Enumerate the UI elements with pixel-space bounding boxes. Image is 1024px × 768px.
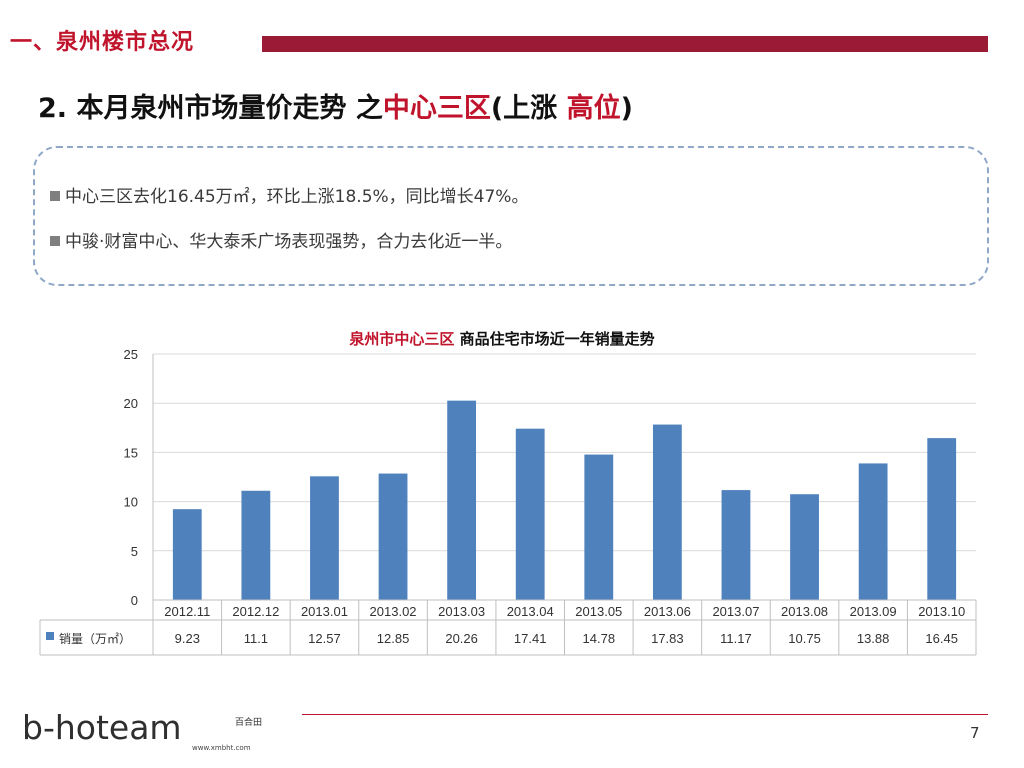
x-tick-label: 2013.01 — [301, 604, 348, 619]
x-tick-label: 2012.11 — [164, 604, 210, 619]
heading-prefix: 2. 本月泉州市场量价走势 之 — [38, 93, 383, 124]
bar — [378, 473, 408, 600]
logo-url: www.xmbht.com — [192, 744, 251, 752]
x-tick-label: 2013.09 — [850, 604, 897, 619]
bullet-square-icon — [50, 191, 60, 201]
bullet-text: 中心三区去化16.45万㎡，环比上涨18.5%，同比增长47%。 — [65, 187, 529, 207]
x-tick-label: 2012.12 — [232, 604, 279, 619]
heading-mid: (上涨 — [490, 93, 567, 124]
x-tick-label: 2013.02 — [370, 604, 417, 619]
legend-swatch — [46, 632, 54, 640]
bar — [241, 490, 271, 600]
data-label: 17.41 — [514, 631, 547, 646]
logo-chinese: 百合田 — [235, 716, 262, 728]
logo-text: b-hoteam — [22, 708, 182, 747]
data-label: 16.45 — [925, 631, 958, 646]
bullet-item: 中心三区去化16.45万㎡，环比上涨18.5%，同比增长47%。 — [50, 182, 528, 207]
heading-highlight-district: 中心三区 — [382, 93, 491, 124]
x-tick-label: 2013.04 — [507, 604, 554, 619]
data-label: 20.26 — [445, 631, 478, 646]
data-label: 17.83 — [651, 631, 684, 646]
data-label: 10.75 — [788, 631, 821, 646]
bullet-square-icon — [50, 236, 60, 246]
y-tick-label: 5 — [131, 544, 138, 559]
data-label: 11.1 — [244, 631, 268, 646]
bar — [515, 428, 545, 600]
bar — [584, 454, 614, 600]
bar — [172, 509, 202, 600]
data-label: 9.23 — [175, 631, 200, 646]
footer-divider — [302, 714, 988, 715]
data-label: 12.57 — [308, 631, 341, 646]
bar — [652, 424, 682, 600]
data-label: 14.78 — [583, 631, 616, 646]
x-tick-label: 2013.10 — [918, 604, 965, 619]
data-label: 13.88 — [857, 631, 890, 646]
y-tick-label: 10 — [124, 495, 138, 510]
slide-heading: 2. 本月泉州市场量价走势 之中心三区(上涨 高位) — [38, 86, 633, 125]
data-label: 11.17 — [720, 631, 752, 646]
company-logo: b-hoteam 百合田 www.xmbht.com — [22, 705, 262, 757]
page-number: 7 — [970, 724, 980, 742]
data-label: 12.85 — [377, 631, 410, 646]
y-tick-label: 0 — [131, 593, 138, 608]
section-divider-bar — [262, 36, 988, 52]
chart-title-district: 泉州市中心三区 — [348, 330, 454, 348]
bar — [858, 463, 888, 600]
sales-bar-chart: 泉州市中心三区 商品住宅市场近一年销量走势 0 5 10 15 20 25 2012.11… — [39, 330, 977, 656]
bar — [927, 438, 957, 600]
section-title: 一、泉州楼市总况 — [10, 30, 195, 55]
x-tick-label: 2013.07 — [712, 604, 759, 619]
heading-suffix: ) — [620, 93, 633, 124]
legend-entry: 销量（万㎡） — [59, 632, 131, 646]
y-tick-label: 20 — [124, 396, 138, 411]
bar — [310, 476, 339, 600]
y-tick-label: 15 — [124, 445, 138, 460]
x-tick-label: 2013.06 — [644, 604, 691, 619]
bar — [447, 400, 477, 600]
bullet-text: 中骏·财富中心、华大泰禾广场表现强势，合力去化近一半。 — [65, 232, 513, 252]
x-tick-label: 2013.03 — [438, 604, 485, 619]
heading-highlight-level: 高位 — [566, 93, 621, 124]
bar — [790, 494, 819, 600]
summary-box — [33, 146, 989, 286]
y-tick-label: 25 — [124, 347, 138, 362]
x-tick-label: 2013.08 — [781, 604, 828, 619]
chart-title: 泉州市中心三区 商品住宅市场近一年销量走势 — [348, 330, 654, 348]
x-tick-label: 2013.05 — [575, 604, 622, 619]
chart-title-rest: 商品住宅市场近一年销量走势 — [454, 330, 654, 348]
bullet-item: 中骏·财富中心、华大泰禾广场表现强势，合力去化近一半。 — [50, 227, 512, 252]
bar — [721, 490, 751, 600]
